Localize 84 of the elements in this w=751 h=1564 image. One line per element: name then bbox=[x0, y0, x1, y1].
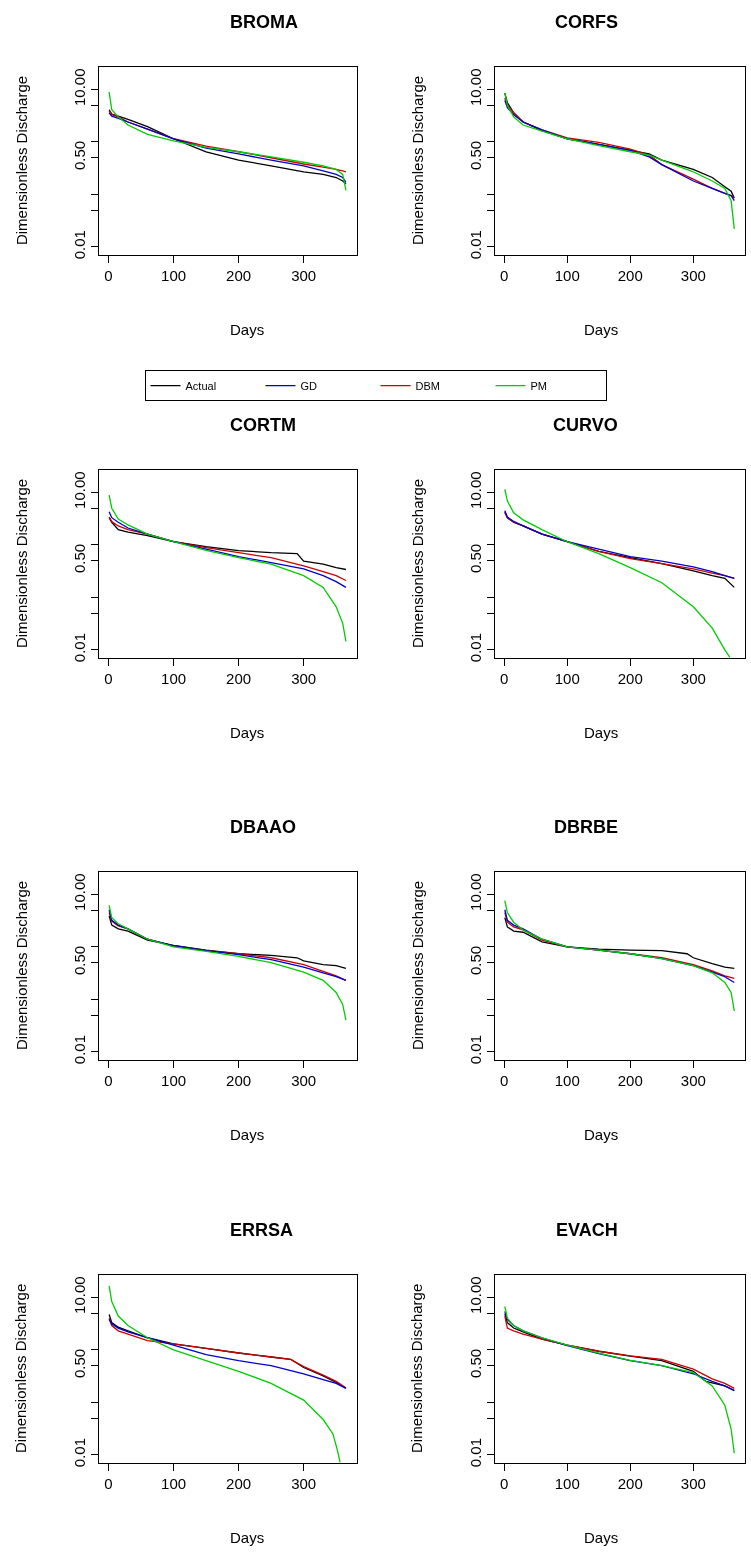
x-tick-label: 200 bbox=[226, 267, 252, 285]
chart-title: DBRBE bbox=[554, 817, 619, 837]
y-tick-label: 10.00 bbox=[467, 873, 484, 911]
x-tick-label: 300 bbox=[291, 1475, 317, 1493]
y-tick-label: 10.00 bbox=[71, 471, 88, 509]
x-axis-title: Days bbox=[230, 321, 265, 338]
y-axis-title: Dimensionless Discharge bbox=[408, 880, 426, 1051]
legend-label: PM bbox=[530, 379, 547, 392]
y-tick-label: 10.00 bbox=[71, 68, 88, 106]
y-axis-title: Dimensionless Discharge bbox=[408, 478, 426, 649]
x-tick-label: 200 bbox=[226, 1475, 252, 1493]
x-tick-label: 300 bbox=[291, 1072, 317, 1090]
x-axis-title: Days bbox=[230, 1126, 265, 1143]
y-tick-label: 10.00 bbox=[467, 68, 484, 106]
y-axis-title: Dimensionless Discharge bbox=[12, 880, 30, 1051]
y-tick-label: 0.50 bbox=[71, 140, 88, 171]
x-axis-title: Days bbox=[230, 724, 265, 741]
y-tick-label: 0.01 bbox=[71, 1034, 88, 1065]
chart-title: DBAAO bbox=[230, 817, 296, 837]
y-tick-label: 0.01 bbox=[467, 230, 484, 260]
y-axis-title: Dimensionless Discharge bbox=[408, 75, 426, 246]
x-tick-label: 300 bbox=[680, 670, 706, 688]
x-tick-label: 200 bbox=[617, 267, 643, 285]
y-tick-label: 0.50 bbox=[467, 140, 484, 171]
chart-title: EVACH bbox=[556, 1220, 618, 1240]
y-tick-label: 0.01 bbox=[71, 230, 88, 260]
chart-title: BROMA bbox=[230, 12, 298, 32]
x-tick-label: 0 bbox=[500, 1475, 509, 1493]
x-axis-title: Days bbox=[584, 1126, 619, 1143]
y-tick-label: 0.50 bbox=[467, 1348, 484, 1378]
x-tick-label: 200 bbox=[617, 1072, 643, 1090]
legend-label: DBM bbox=[415, 379, 440, 392]
y-tick-label: 10.00 bbox=[71, 873, 88, 911]
y-tick-label: 0.50 bbox=[467, 945, 484, 976]
y-axis-title: Dimensionless Discharge bbox=[12, 75, 30, 246]
x-tick-label: 200 bbox=[617, 1475, 643, 1493]
legend-label: GD bbox=[300, 379, 318, 392]
x-tick-label: 0 bbox=[104, 1475, 113, 1493]
x-tick-label: 300 bbox=[680, 267, 706, 285]
x-tick-label: 100 bbox=[161, 670, 187, 688]
x-tick-label: 300 bbox=[680, 1072, 706, 1090]
x-tick-label: 300 bbox=[291, 670, 317, 688]
x-tick-label: 200 bbox=[226, 1072, 252, 1090]
y-tick-label: 0.01 bbox=[71, 633, 88, 663]
x-tick-label: 200 bbox=[617, 670, 643, 688]
x-tick-label: 100 bbox=[161, 267, 187, 285]
y-axis-title: Dimensionless Discharge bbox=[12, 1283, 30, 1453]
y-axis-title: Dimensionless Discharge bbox=[408, 1283, 426, 1453]
x-tick-label: 100 bbox=[161, 1072, 187, 1090]
x-axis-title: Days bbox=[584, 1529, 619, 1546]
y-tick-label: 0.01 bbox=[467, 633, 484, 663]
chart-title: ERRSA bbox=[230, 1220, 294, 1240]
x-tick-label: 0 bbox=[104, 670, 113, 688]
y-tick-label: 0.01 bbox=[467, 1034, 484, 1065]
y-tick-label: 0.01 bbox=[71, 1437, 88, 1468]
x-tick-label: 300 bbox=[291, 267, 317, 285]
x-tick-label: 100 bbox=[554, 267, 580, 285]
x-axis-title: Days bbox=[230, 1529, 265, 1546]
x-tick-label: 0 bbox=[500, 1072, 509, 1090]
y-axis-title: Dimensionless Discharge bbox=[12, 478, 30, 649]
x-tick-label: 0 bbox=[104, 1072, 113, 1090]
y-tick-label: 0.50 bbox=[467, 543, 484, 574]
chart-title: CURVO bbox=[553, 415, 618, 435]
x-tick-label: 100 bbox=[161, 1475, 187, 1493]
x-tick-label: 100 bbox=[554, 670, 580, 688]
chart-title: CORTM bbox=[230, 415, 296, 435]
x-tick-label: 100 bbox=[554, 1072, 580, 1090]
x-tick-label: 100 bbox=[554, 1475, 580, 1493]
y-tick-label: 0.01 bbox=[467, 1437, 484, 1468]
y-tick-label: 0.50 bbox=[71, 945, 88, 976]
legend-label: Actual bbox=[185, 379, 217, 392]
x-tick-label: 200 bbox=[226, 670, 252, 688]
y-tick-label: 0.50 bbox=[71, 543, 88, 574]
x-tick-label: 0 bbox=[500, 670, 509, 688]
x-tick-label: 0 bbox=[104, 267, 113, 285]
x-tick-label: 0 bbox=[500, 267, 509, 285]
x-axis-title: Days bbox=[584, 724, 619, 741]
y-tick-label: 10.00 bbox=[71, 1276, 88, 1314]
x-tick-label: 300 bbox=[680, 1475, 706, 1493]
y-tick-label: 10.00 bbox=[467, 471, 484, 509]
x-axis-title: Days bbox=[584, 321, 619, 338]
y-tick-label: 0.50 bbox=[71, 1348, 88, 1378]
y-tick-label: 10.00 bbox=[467, 1276, 484, 1314]
chart-title: CORFS bbox=[555, 12, 618, 32]
